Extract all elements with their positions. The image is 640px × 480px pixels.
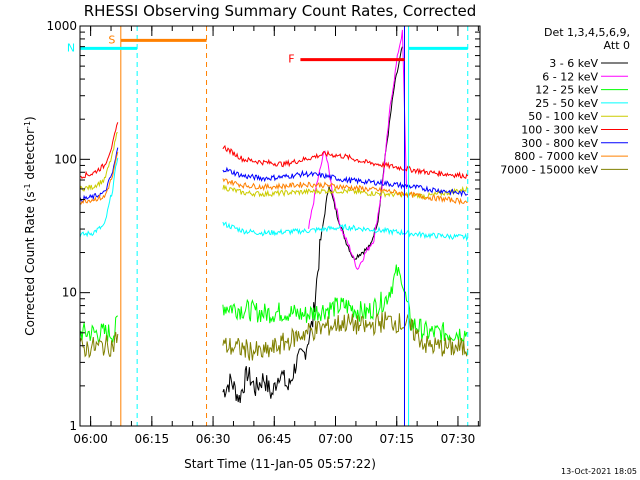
legend-entry-label: 25 - 50 keV xyxy=(535,97,598,110)
y-tick-label: 100 xyxy=(54,152,77,166)
legend-entry-label: 3 - 6 keV xyxy=(549,57,598,70)
legend-entry-label: 50 - 100 keV xyxy=(528,110,598,123)
y-tick-label: 1000 xyxy=(46,19,77,33)
x-tick-label: 07:30 xyxy=(441,432,476,446)
y-axis-label: Corrected Count Rate (s-1 detector-1) xyxy=(23,116,37,335)
x-axis-label: Start Time (11-Jan-05 05:57:22) xyxy=(184,457,376,471)
flag-bar-label: F xyxy=(288,53,294,66)
chart-title: RHESSI Observing Summary Count Rates, Co… xyxy=(84,2,477,20)
series-line-3 xyxy=(79,157,469,242)
legend-entry-label: 7000 - 15000 keV xyxy=(500,163,598,176)
flag-bar-label: N xyxy=(67,41,75,54)
flag-bar-label: S xyxy=(108,33,115,46)
legend-entry-label: 800 - 7000 keV xyxy=(514,150,598,163)
y-tick-label: 10 xyxy=(62,286,77,300)
x-axis: 06:00 06:15 06:30 06:45 07:00 07:15 07:30 xyxy=(73,26,479,446)
timestamp: 13-Oct-2021 18:05 xyxy=(561,467,637,476)
series-line-0 xyxy=(222,46,403,403)
plot-frame xyxy=(79,25,481,427)
series-line-8 xyxy=(79,311,469,361)
x-tick-label: 07:00 xyxy=(318,432,353,446)
x-tick-label: 06:30 xyxy=(196,432,231,446)
legend-entry-label: 6 - 12 keV xyxy=(542,70,598,83)
x-tick-label: 07:15 xyxy=(379,432,414,446)
x-tick-label: 06:15 xyxy=(135,432,170,446)
plot-content: S N F xyxy=(67,26,469,426)
x-tick-label: 06:00 xyxy=(73,432,108,446)
y-tick-label: 1 xyxy=(69,419,77,433)
series-line-1 xyxy=(308,29,407,270)
y-axis: 1 10 100 1000 xyxy=(46,19,480,433)
legend-header-line2: Att 0 xyxy=(604,39,630,52)
legend-entry-label: 300 - 800 keV xyxy=(521,137,598,150)
series-line-7 xyxy=(79,151,469,206)
legend-header-line1: Det 1,3,4,5,6,9, xyxy=(544,26,630,39)
series-line-5 xyxy=(80,122,469,180)
legend-entry-label: 12 - 25 keV xyxy=(535,84,598,97)
legend-entry-label: 100 - 300 keV xyxy=(521,124,598,137)
x-tick-label: 06:45 xyxy=(257,432,292,446)
